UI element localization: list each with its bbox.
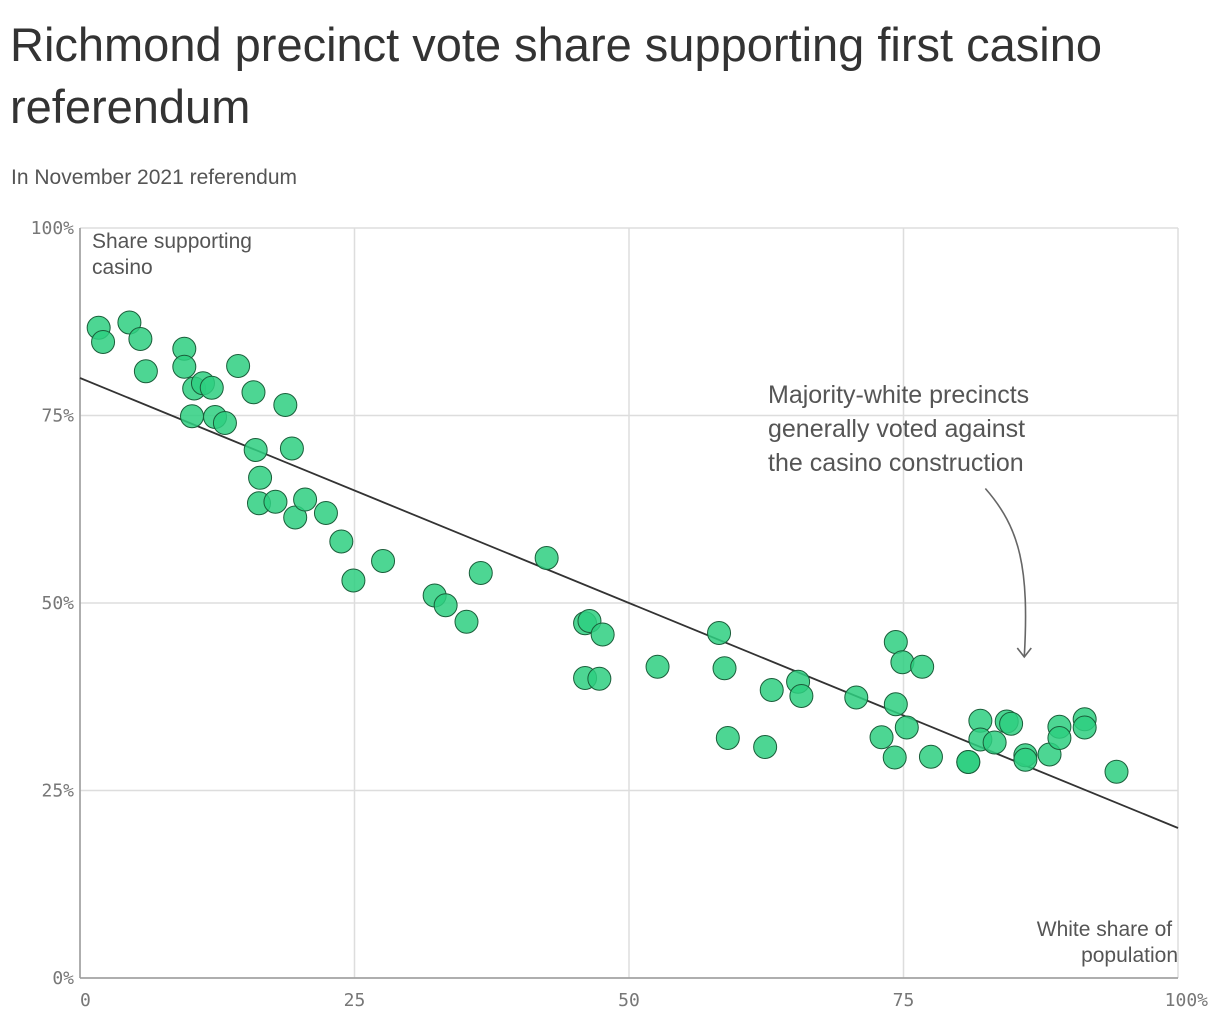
x-axis-ticks: 0 25 50 75 100% — [80, 990, 1208, 1011]
data-point — [468, 561, 493, 585]
annotation-arrow — [984, 487, 1032, 659]
data-point — [590, 622, 615, 647]
data-point — [329, 529, 354, 554]
y-tick-label: 25% — [41, 781, 74, 802]
data-point — [341, 568, 366, 593]
annotation-line-3: the casino construction — [768, 449, 1024, 477]
data-point — [179, 404, 204, 429]
data-point — [707, 621, 732, 645]
data-point — [869, 725, 894, 750]
x-tick-label: 100% — [1165, 990, 1209, 1011]
x-tick-label: 25 — [344, 990, 366, 1011]
data-point — [534, 546, 559, 570]
data-point — [279, 436, 304, 461]
data-point — [172, 354, 197, 379]
data-point — [645, 654, 670, 679]
data-point — [1104, 759, 1129, 784]
data-point — [293, 487, 318, 512]
annotation-line-1: Majority-white precincts — [768, 381, 1029, 409]
x-axis-label: White share of population — [1037, 918, 1178, 967]
data-point — [999, 711, 1024, 736]
data-point — [454, 609, 479, 634]
data-point — [1013, 747, 1038, 772]
chart-title: Richmond precinct vote share supporting … — [10, 18, 1102, 133]
data-point — [918, 744, 943, 769]
data-point — [890, 650, 915, 675]
data-point — [128, 327, 153, 351]
data-point — [1072, 715, 1097, 740]
y-axis-label: Share supporting casino — [92, 230, 258, 279]
data-point — [1047, 726, 1072, 750]
x-axis-label-line-1: White share of — [1037, 918, 1173, 941]
annotation-arrow-curve — [984, 487, 1027, 658]
data-point — [371, 549, 396, 573]
data-point — [910, 654, 935, 679]
y-tick-label: 0% — [52, 968, 74, 989]
data-point — [982, 730, 1007, 755]
data-point — [587, 666, 612, 691]
y-tick-label: 100% — [31, 218, 75, 239]
data-point — [759, 678, 784, 702]
data-point — [712, 656, 737, 681]
data-point — [263, 489, 288, 514]
x-tick-label: 50 — [618, 990, 640, 1011]
y-axis-label-line-1: Share supporting — [92, 230, 252, 253]
data-point — [883, 630, 908, 654]
y-axis-ticks: 0% 25% 50% 75% 100% — [31, 218, 75, 989]
annotation-arrow-head — [1016, 647, 1032, 659]
data-points — [86, 310, 1129, 784]
x-tick-label: 0 — [80, 990, 91, 1011]
data-point — [248, 465, 273, 490]
y-tick-label: 75% — [41, 406, 74, 427]
data-point — [844, 685, 869, 710]
data-point — [956, 750, 981, 774]
x-axis-label-line-2: population — [1081, 944, 1178, 967]
data-point — [91, 330, 116, 354]
x-tick-label: 75 — [893, 990, 915, 1011]
data-point — [313, 501, 338, 525]
data-point — [883, 692, 908, 717]
data-point — [715, 726, 740, 750]
data-point — [241, 380, 266, 405]
data-point — [212, 411, 237, 435]
data-point — [273, 393, 298, 417]
data-point — [226, 354, 251, 378]
data-point — [243, 438, 268, 462]
annotation: Majority-white precincts generally voted… — [768, 381, 1036, 477]
data-point — [199, 375, 224, 400]
data-point — [433, 593, 458, 618]
annotation-line-2: generally voted against — [768, 415, 1025, 443]
data-point — [894, 715, 919, 740]
y-tick-label: 50% — [41, 593, 74, 614]
data-point — [753, 735, 778, 759]
chart-subtitle: In November 2021 referendum — [11, 166, 297, 189]
data-point — [133, 359, 158, 384]
y-axis-label-line-2: casino — [92, 256, 153, 279]
data-point — [789, 684, 814, 708]
data-point — [882, 745, 907, 770]
